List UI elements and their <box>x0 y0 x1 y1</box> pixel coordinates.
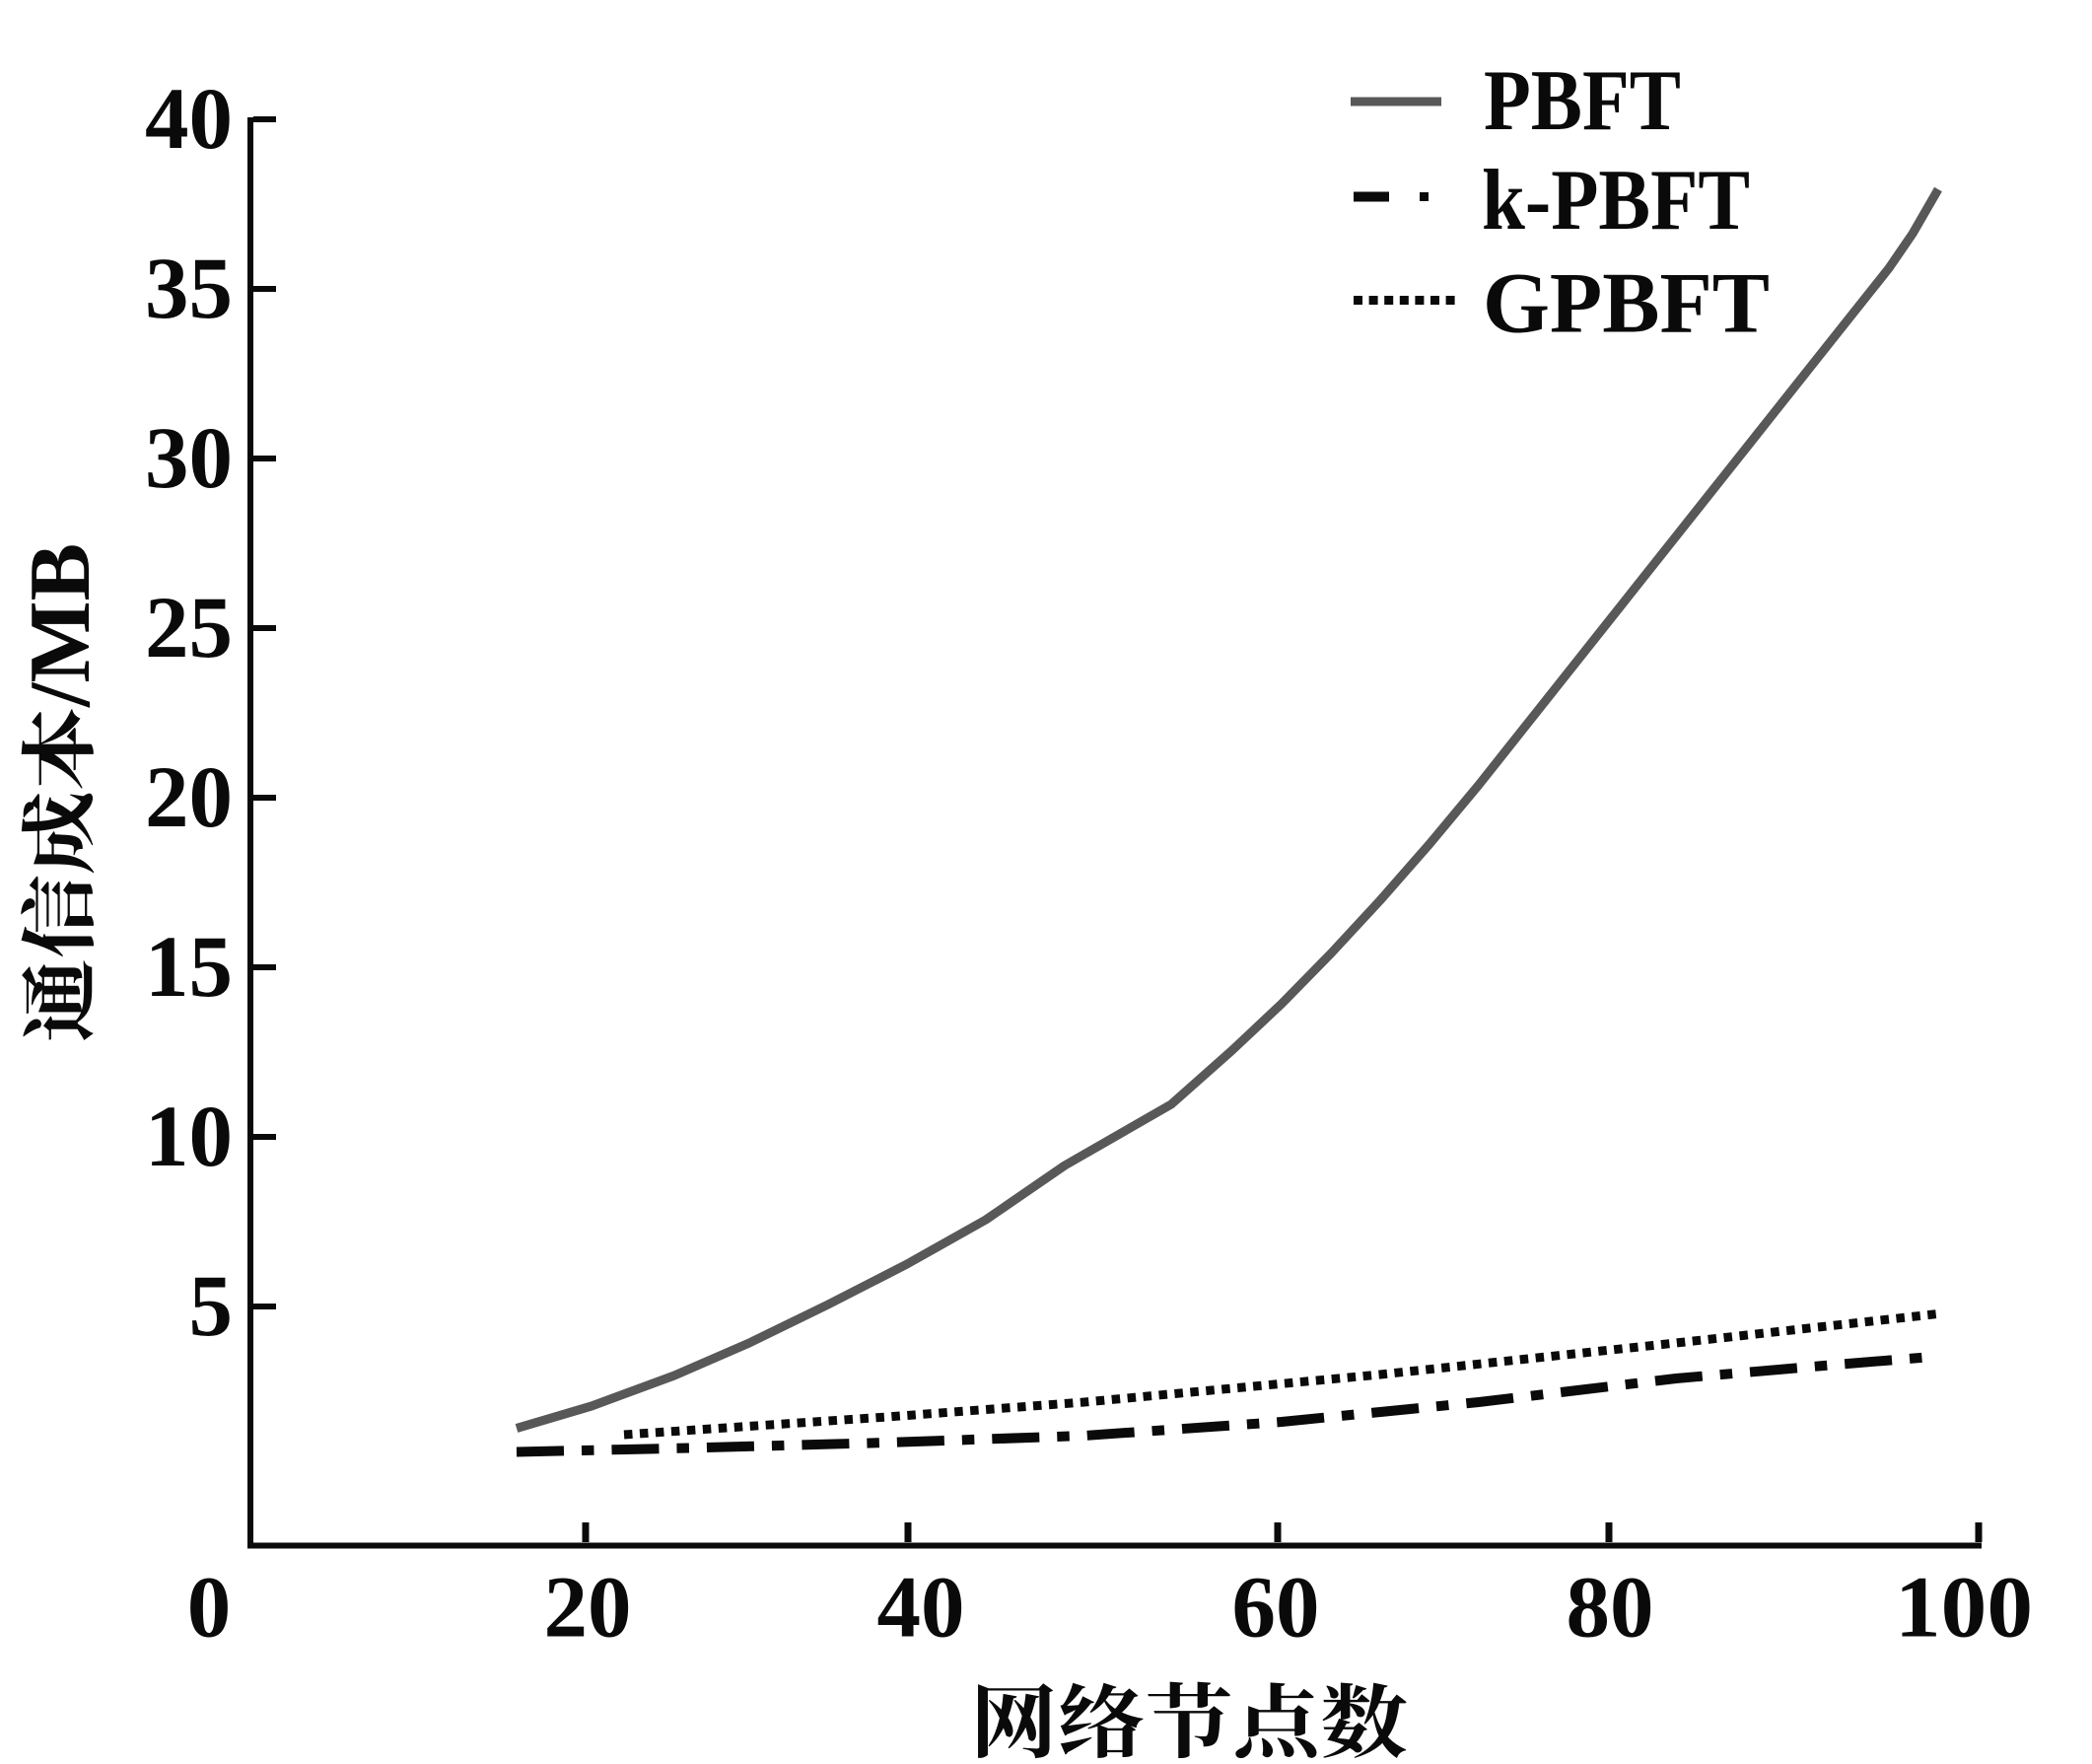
svg-text:35: 35 <box>145 241 233 337</box>
svg-text:k-PBFT: k-PBFT <box>1482 153 1750 248</box>
svg-text:40: 40 <box>877 1560 965 1657</box>
svg-text:20: 20 <box>145 749 233 846</box>
svg-text:100: 100 <box>1895 1560 2033 1657</box>
svg-text:10: 10 <box>145 1089 233 1185</box>
svg-text:30: 30 <box>145 410 233 507</box>
svg-text:15: 15 <box>145 919 233 1016</box>
svg-text:/MB: /MB <box>13 543 108 708</box>
svg-text:60: 60 <box>1232 1560 1320 1657</box>
svg-text:80: 80 <box>1567 1560 1654 1657</box>
svg-text:25: 25 <box>145 580 233 676</box>
svg-text:GPBFT: GPBFT <box>1483 256 1770 352</box>
svg-text:40: 40 <box>145 71 233 168</box>
svg-text:20: 20 <box>544 1560 632 1657</box>
svg-text:PBFT: PBFT <box>1484 53 1681 149</box>
svg-text:5: 5 <box>189 1258 234 1355</box>
svg-text:0: 0 <box>187 1560 232 1657</box>
